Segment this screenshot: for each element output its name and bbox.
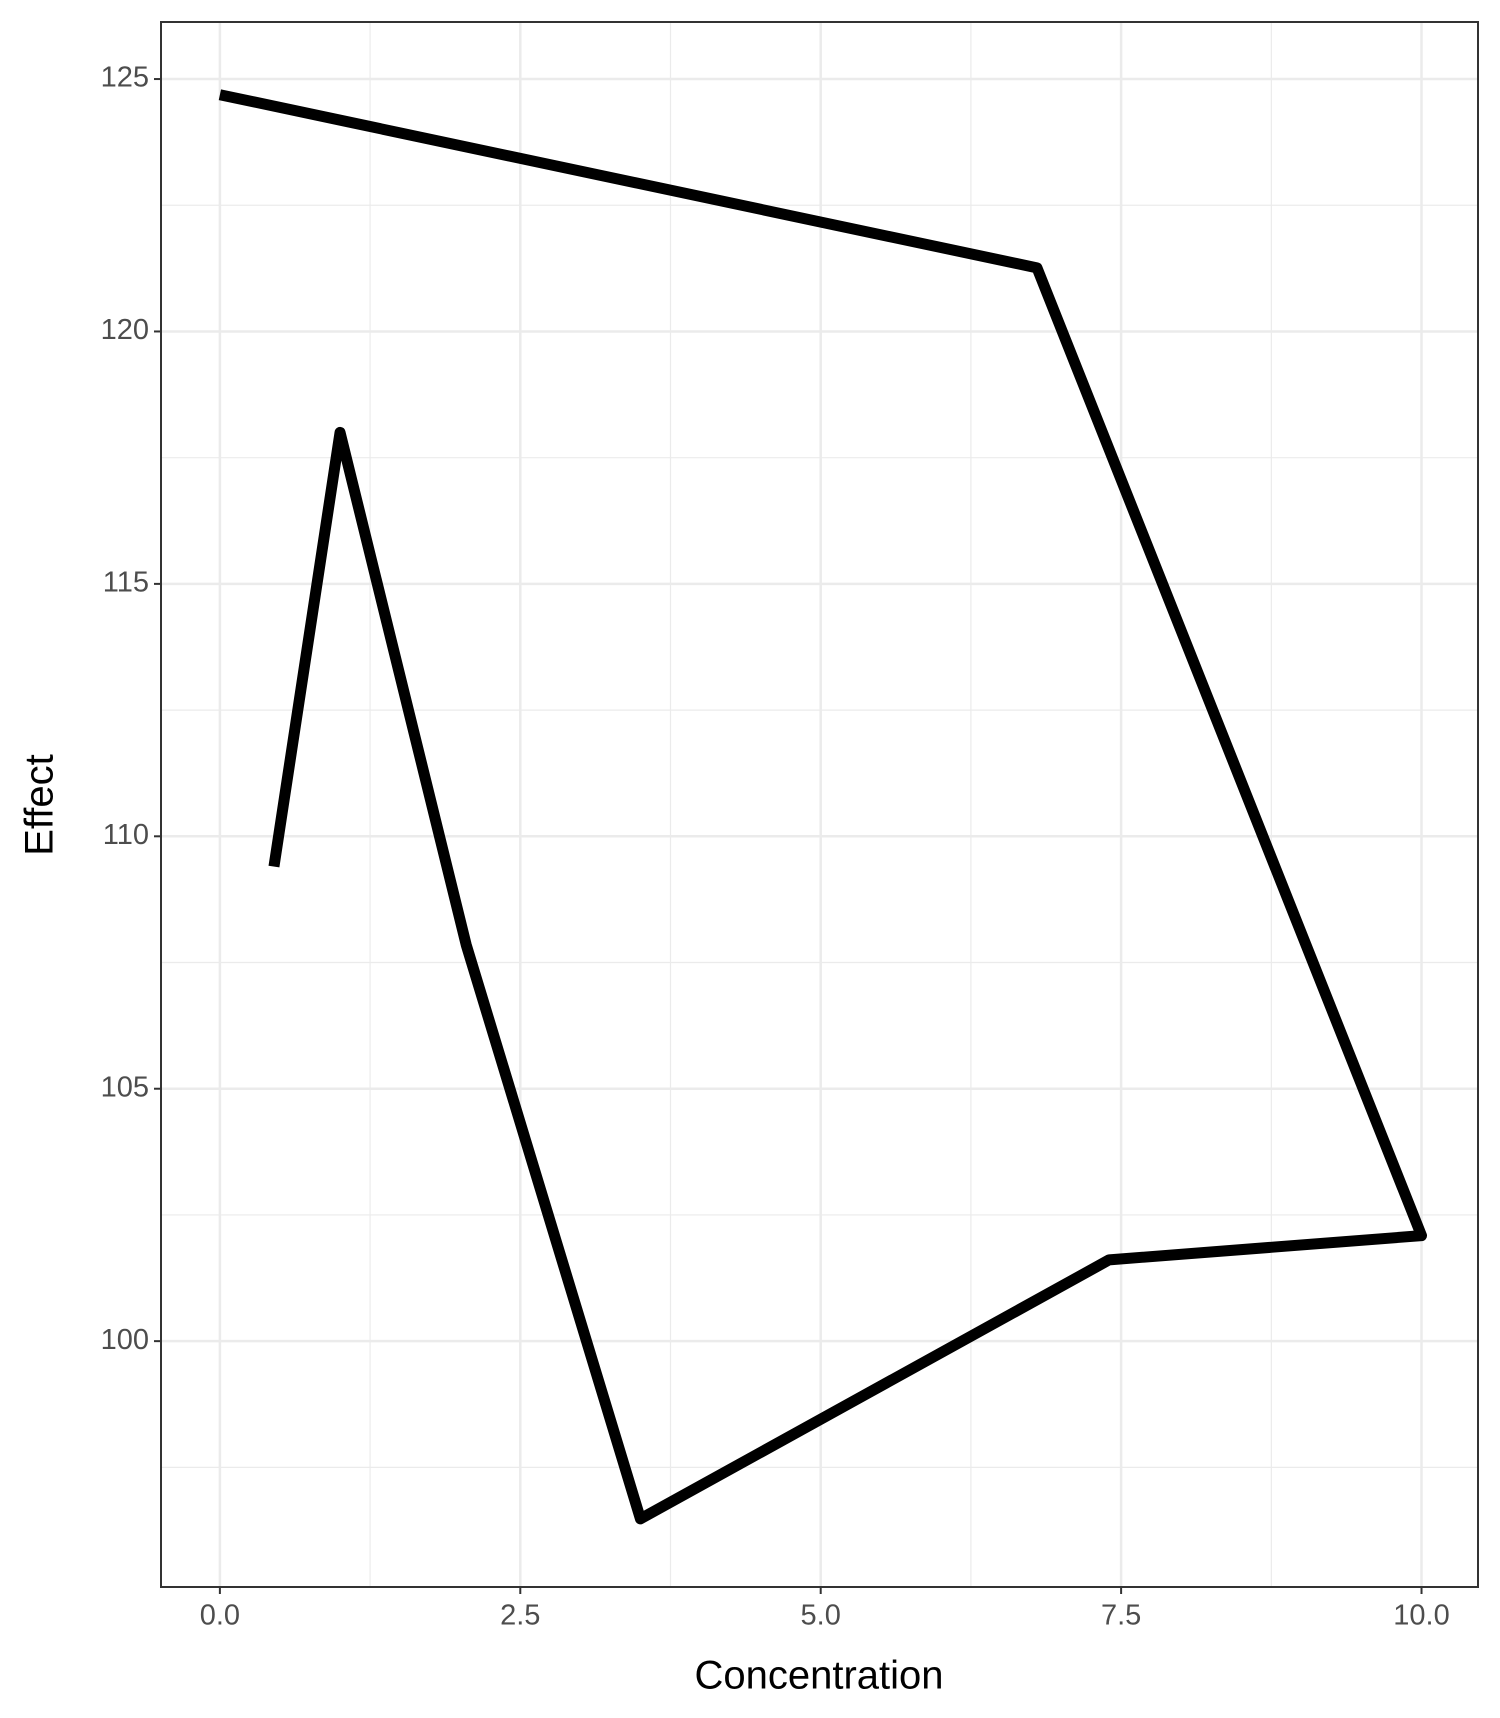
y-tick-label: 100 bbox=[101, 1324, 149, 1356]
y-tick-label: 120 bbox=[101, 314, 149, 346]
x-axis-title: Concentration bbox=[694, 1654, 943, 1698]
y-tick-label: 115 bbox=[103, 567, 149, 599]
y-axis-title: Effect bbox=[18, 754, 62, 856]
x-tick-label: 2.5 bbox=[500, 1600, 540, 1632]
x-tick-label: 10.0 bbox=[1393, 1600, 1449, 1632]
y-tick-label: 105 bbox=[101, 1071, 149, 1103]
y-tick-label: 110 bbox=[103, 819, 149, 851]
x-tick-label: 5.0 bbox=[801, 1600, 841, 1632]
x-tick-label: 7.5 bbox=[1101, 1600, 1141, 1632]
data-line bbox=[218, 89, 1428, 1525]
y-tick-label: 125 bbox=[101, 62, 149, 94]
x-tick-label: 0.0 bbox=[200, 1600, 240, 1632]
panel-border bbox=[160, 21, 1479, 1588]
